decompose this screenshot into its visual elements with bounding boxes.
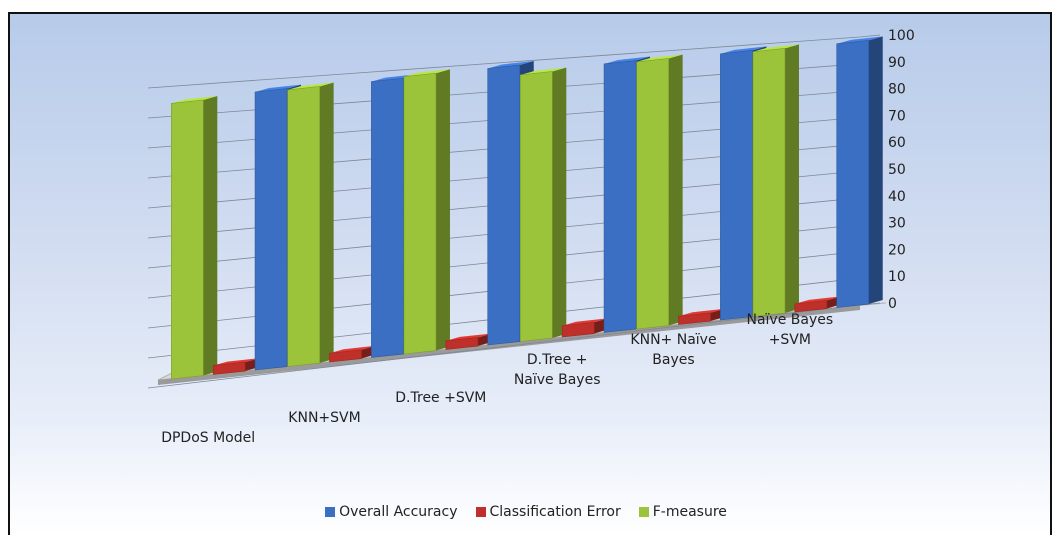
bar (720, 50, 753, 321)
bar-top (678, 308, 725, 317)
y-tick-label: 70 (888, 108, 906, 124)
bar (794, 300, 828, 313)
bar-top (403, 69, 450, 77)
gridline-side (859, 34, 881, 38)
bar (561, 321, 595, 338)
gridline (147, 36, 861, 89)
legend-label: Classification Error (489, 504, 621, 520)
bar (403, 72, 437, 355)
bar (636, 58, 669, 330)
x-tick-label: Naïve Bayes +SVM (746, 312, 833, 348)
bar (254, 88, 288, 371)
bar-top (487, 61, 534, 69)
bar (836, 40, 870, 308)
bar-top (213, 358, 260, 366)
bar (752, 48, 786, 317)
bar-top (255, 84, 302, 93)
gridline (147, 304, 861, 389)
chart-legend: Overall Accuracy Classification Error F-me… (0, 504, 1052, 520)
bar (329, 349, 362, 363)
bar-side (668, 54, 683, 326)
y-tick-label: 100 (888, 28, 915, 44)
bar (487, 64, 521, 346)
x-tick-label: D.Tree + Naïve Bayes (514, 352, 601, 388)
legend-swatch (325, 507, 336, 517)
legend-item: F-measure (638, 504, 727, 520)
x-tick-label: D.Tree +SVM (395, 390, 486, 406)
y-tick-label: 0 (888, 296, 897, 312)
bar-side (552, 67, 567, 339)
x-tick-label: KNN+ Naïve Bayes (630, 332, 716, 368)
chart-floor-edge (158, 305, 860, 385)
y-tick-label: 10 (888, 269, 906, 285)
bar (520, 71, 553, 342)
y-tick-label: 30 (888, 216, 906, 232)
bar (371, 77, 404, 358)
bar-top (562, 318, 609, 326)
bar-top (287, 82, 334, 90)
bar-top (445, 333, 492, 341)
bar (212, 361, 246, 375)
bar-top (752, 44, 799, 52)
bar-side (784, 44, 799, 314)
y-tick-label: 40 (888, 189, 906, 205)
bar-top (604, 56, 651, 64)
legend-swatch (638, 507, 649, 517)
legend-label: Overall Accuracy (339, 504, 458, 520)
y-tick-label: 50 (888, 162, 906, 178)
bar-top (520, 67, 567, 75)
bar-top (720, 46, 767, 54)
bar-top (329, 345, 376, 354)
x-tick-label: DPDoS Model (161, 430, 255, 446)
bar-side (435, 69, 450, 351)
bar-top (371, 74, 418, 82)
bar-side (203, 95, 218, 376)
bar-side (319, 82, 334, 364)
y-tick-label: 20 (888, 242, 906, 258)
bar (603, 60, 637, 333)
y-tick-label: 60 (888, 135, 906, 151)
y-tick-label: 90 (888, 55, 906, 71)
bar (678, 312, 711, 325)
bar (287, 86, 320, 367)
bar-top (794, 296, 841, 304)
bar (445, 337, 479, 350)
y-tick-label: 80 (888, 82, 906, 98)
bar-top (636, 54, 683, 62)
legend-item: Overall Accuracy (325, 504, 458, 520)
bar-side (868, 36, 883, 305)
legend-label: F-measure (652, 504, 727, 520)
bar (171, 99, 204, 380)
legend-item: Classification Error (475, 504, 621, 520)
bar-top (171, 95, 218, 104)
legend-swatch (475, 507, 486, 517)
bar-top (836, 36, 883, 44)
x-tick-label: KNN+SVM (288, 410, 360, 426)
